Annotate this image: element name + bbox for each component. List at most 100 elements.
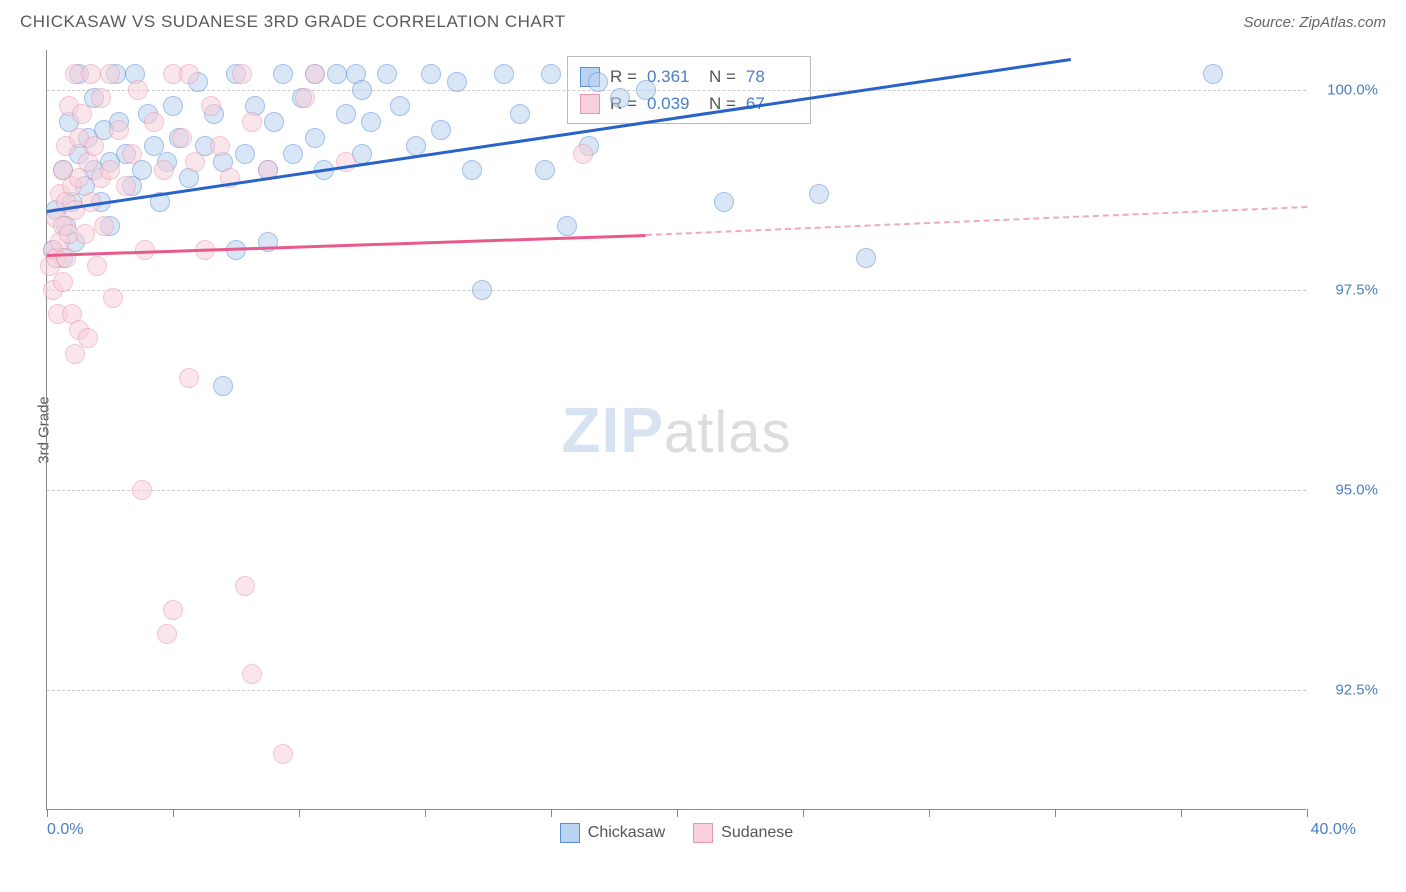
legend-label: Sudanese bbox=[721, 824, 793, 842]
data-point bbox=[406, 136, 426, 156]
stats-row-chickasaw: R = 0.361 N = 78 bbox=[580, 63, 798, 90]
data-point bbox=[541, 64, 561, 84]
x-tick bbox=[47, 809, 48, 817]
grid-line bbox=[47, 490, 1306, 491]
data-point bbox=[100, 64, 120, 84]
x-tick bbox=[1307, 809, 1308, 817]
x-tick bbox=[173, 809, 174, 817]
x-axis-max-label: 40.0% bbox=[1311, 821, 1356, 839]
data-point bbox=[232, 64, 252, 84]
data-point bbox=[201, 96, 221, 116]
data-point bbox=[295, 88, 315, 108]
legend-item-sudanese: Sudanese bbox=[693, 823, 793, 843]
data-point bbox=[65, 344, 85, 364]
source-label: Source: ZipAtlas.com bbox=[1243, 14, 1386, 31]
data-point bbox=[573, 144, 593, 164]
data-point bbox=[361, 112, 381, 132]
data-point bbox=[535, 160, 555, 180]
data-point bbox=[336, 104, 356, 124]
legend-label: Chickasaw bbox=[588, 824, 665, 842]
data-point bbox=[377, 64, 397, 84]
y-tick-label: 95.0% bbox=[1318, 482, 1378, 499]
grid-line bbox=[47, 290, 1306, 291]
data-point bbox=[172, 128, 192, 148]
data-point bbox=[1203, 64, 1223, 84]
data-point bbox=[494, 64, 514, 84]
data-point bbox=[154, 160, 174, 180]
data-point bbox=[210, 136, 230, 156]
stats-label: R = bbox=[610, 63, 637, 90]
data-point bbox=[273, 64, 293, 84]
data-point bbox=[103, 288, 123, 308]
watermark-zip: ZIP bbox=[561, 394, 664, 466]
data-point bbox=[510, 104, 530, 124]
x-tick bbox=[551, 809, 552, 817]
data-point bbox=[100, 160, 120, 180]
data-point bbox=[610, 88, 630, 108]
data-point bbox=[78, 328, 98, 348]
swatch-icon bbox=[560, 823, 580, 843]
y-tick-label: 92.5% bbox=[1318, 682, 1378, 699]
chart-container: 3rd Grade ZIPatlas R = 0.361 N = 78 R = … bbox=[46, 50, 1356, 810]
data-point bbox=[179, 64, 199, 84]
data-point bbox=[809, 184, 829, 204]
stats-label: N = bbox=[709, 63, 736, 90]
x-tick bbox=[1055, 809, 1056, 817]
legend-item-chickasaw: Chickasaw bbox=[560, 823, 665, 843]
data-point bbox=[421, 64, 441, 84]
swatch-icon bbox=[580, 94, 600, 114]
data-point bbox=[352, 80, 372, 100]
grid-line bbox=[47, 90, 1306, 91]
data-point bbox=[235, 144, 255, 164]
data-point bbox=[447, 72, 467, 92]
x-tick bbox=[425, 809, 426, 817]
data-point bbox=[283, 144, 303, 164]
data-point bbox=[87, 256, 107, 276]
data-point bbox=[84, 136, 104, 156]
data-point bbox=[56, 248, 76, 268]
data-point bbox=[157, 624, 177, 644]
watermark: ZIPatlas bbox=[561, 393, 791, 467]
y-tick-label: 100.0% bbox=[1318, 82, 1378, 99]
data-point bbox=[273, 744, 293, 764]
x-tick bbox=[299, 809, 300, 817]
swatch-icon bbox=[693, 823, 713, 843]
data-point bbox=[75, 224, 95, 244]
data-point bbox=[53, 272, 73, 292]
data-point bbox=[242, 664, 262, 684]
data-point bbox=[856, 248, 876, 268]
data-point bbox=[72, 104, 92, 124]
data-point bbox=[163, 600, 183, 620]
data-point bbox=[109, 120, 129, 140]
x-tick bbox=[929, 809, 930, 817]
legend: Chickasaw Sudanese bbox=[47, 823, 1306, 843]
data-point bbox=[242, 112, 262, 132]
data-point bbox=[144, 112, 164, 132]
x-tick bbox=[1181, 809, 1182, 817]
grid-line bbox=[47, 690, 1306, 691]
data-point bbox=[390, 96, 410, 116]
data-point bbox=[94, 216, 114, 236]
data-point bbox=[185, 152, 205, 172]
plot-area: ZIPatlas R = 0.361 N = 78 R = 0.039 N = … bbox=[46, 50, 1306, 810]
data-point bbox=[132, 480, 152, 500]
data-point bbox=[163, 96, 183, 116]
x-tick bbox=[803, 809, 804, 817]
x-tick bbox=[677, 809, 678, 817]
data-point bbox=[179, 368, 199, 388]
data-point bbox=[213, 376, 233, 396]
data-point bbox=[714, 192, 734, 212]
data-point bbox=[81, 64, 101, 84]
data-point bbox=[557, 216, 577, 236]
data-point bbox=[431, 120, 451, 140]
chart-title: CHICKASAW VS SUDANESE 3RD GRADE CORRELAT… bbox=[20, 12, 566, 32]
data-point bbox=[462, 160, 482, 180]
data-point bbox=[636, 80, 656, 100]
data-point bbox=[305, 128, 325, 148]
y-tick-label: 97.5% bbox=[1318, 282, 1378, 299]
data-point bbox=[122, 144, 142, 164]
stats-n-value: 78 bbox=[746, 63, 798, 90]
data-point bbox=[588, 72, 608, 92]
data-point bbox=[305, 64, 325, 84]
data-point bbox=[116, 176, 136, 196]
